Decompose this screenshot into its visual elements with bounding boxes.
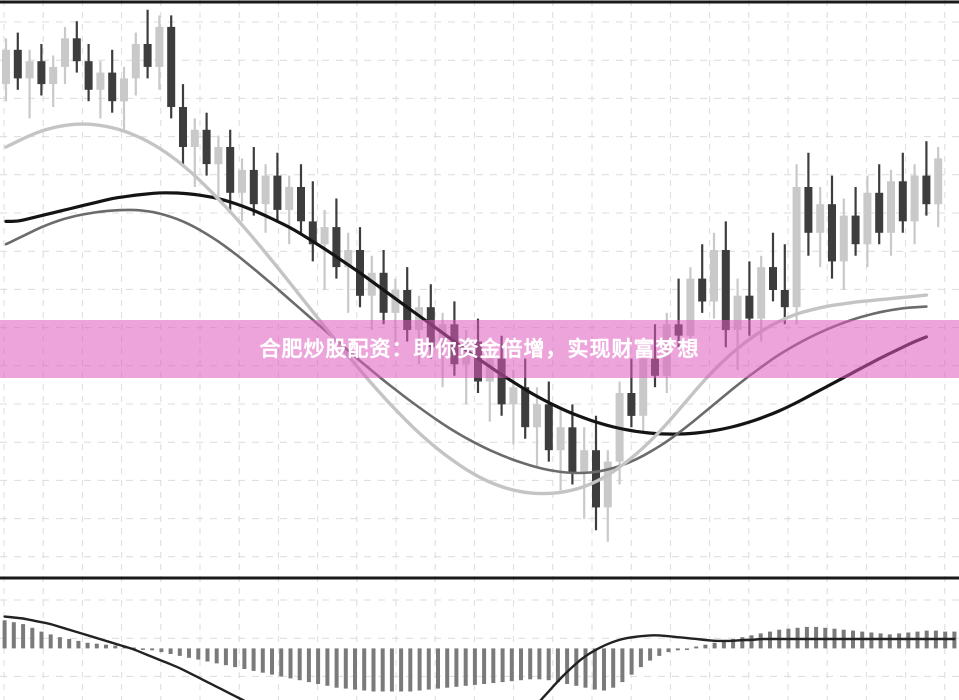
promo-banner[interactable]: 合肥炒股配资：助你资金倍增，实现财富梦想 [0, 320, 959, 378]
candlestick-series [2, 9, 943, 542]
panel-borders [0, 0, 959, 580]
moving-average-lines [4, 122, 929, 496]
promo-banner-text: 合肥炒股配资：助你资金倍增，实现财富梦想 [259, 337, 700, 361]
macd-indicator-panel [2, 615, 957, 700]
